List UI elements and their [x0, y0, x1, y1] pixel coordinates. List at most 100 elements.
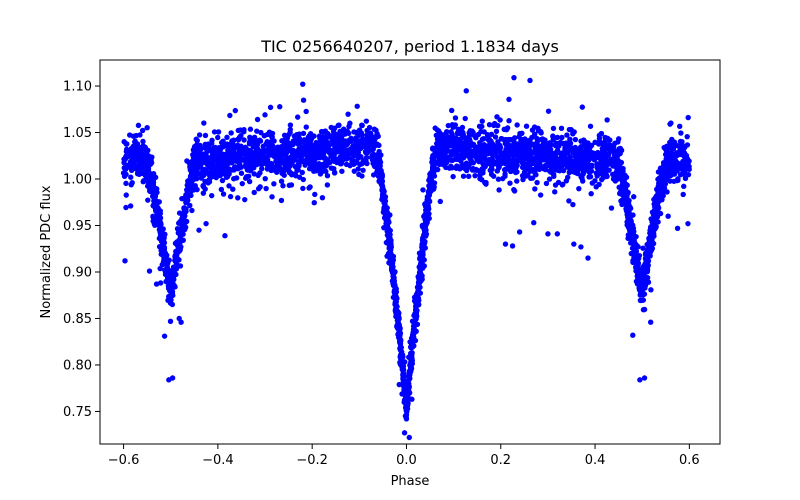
data-point [326, 150, 333, 156]
data-point [488, 163, 495, 170]
data-point [439, 148, 445, 155]
data-point [674, 177, 680, 184]
data-point [550, 125, 557, 132]
data-point [363, 154, 370, 161]
data-point [336, 140, 343, 146]
x-axis-label: Phase [391, 474, 430, 489]
data-point [680, 147, 686, 153]
data-point [218, 186, 225, 193]
data-point [443, 164, 449, 171]
data-point [200, 190, 207, 196]
data-point [469, 167, 476, 173]
data-point [677, 123, 683, 130]
data-point [644, 266, 651, 273]
data-point [209, 167, 216, 174]
data-point [405, 387, 411, 393]
data-point [281, 144, 288, 150]
data-point [671, 151, 678, 158]
data-point [401, 387, 407, 393]
data-point [346, 137, 352, 144]
data-point [403, 412, 410, 418]
data-point [241, 129, 247, 135]
data-point [391, 287, 398, 294]
data-point [587, 162, 593, 169]
y-tick-label: 1.05 [63, 126, 92, 141]
data-point [532, 186, 538, 192]
data-point [285, 159, 292, 166]
data-point [134, 170, 141, 176]
data-point [552, 166, 558, 173]
data-point [147, 186, 153, 192]
data-point [454, 140, 461, 146]
x-axis-ticks: −0.6 −0.4 −0.2 0.0 0.2 0.4 0.6 [108, 444, 700, 468]
data-point [430, 156, 437, 162]
data-point [307, 131, 314, 137]
data-point [300, 130, 307, 137]
data-point [196, 170, 202, 177]
data-point [242, 175, 249, 181]
data-point [232, 107, 239, 114]
data-point [449, 165, 455, 171]
data-point [571, 145, 578, 151]
data-point [656, 186, 663, 192]
data-point [250, 137, 256, 144]
data-point [486, 147, 492, 154]
data-point [562, 146, 568, 152]
data-point [335, 122, 341, 129]
data-point [649, 209, 656, 215]
data-point [226, 183, 232, 189]
data-point [668, 145, 674, 151]
data-point [480, 170, 486, 176]
data-point [167, 296, 173, 303]
data-point [122, 166, 129, 172]
data-point [222, 233, 228, 239]
data-point [463, 88, 469, 94]
data-point [257, 138, 264, 144]
data-point [672, 141, 678, 147]
data-point [680, 191, 686, 198]
data-point [414, 291, 421, 297]
data-point [144, 125, 150, 131]
data-point [134, 141, 141, 147]
data-point [533, 172, 539, 178]
data-point [566, 198, 572, 204]
data-point [393, 298, 399, 305]
data-point [286, 144, 293, 150]
data-point [242, 196, 248, 203]
data-point [241, 137, 247, 143]
data-point [187, 187, 194, 193]
data-point [153, 281, 160, 287]
data-point [295, 161, 302, 167]
data-point [153, 219, 160, 225]
data-point [331, 170, 338, 176]
data-point [586, 168, 592, 174]
data-point [181, 207, 188, 214]
data-point [327, 134, 334, 140]
data-point [201, 120, 207, 126]
data-point [414, 284, 421, 290]
data-point [516, 229, 523, 235]
data-point [202, 132, 209, 139]
data-point [161, 333, 168, 339]
data-point [672, 157, 679, 164]
data-point [408, 364, 414, 370]
data-point [303, 124, 309, 130]
data-point [333, 144, 340, 150]
data-point [256, 159, 263, 166]
data-point [486, 156, 493, 163]
data-point [215, 129, 222, 135]
data-point [527, 77, 533, 84]
data-point [606, 158, 612, 165]
data-point [421, 240, 428, 247]
data-point [169, 375, 176, 381]
data-point [395, 319, 401, 326]
data-point [603, 173, 609, 180]
data-point [312, 191, 318, 198]
data-point [679, 151, 685, 157]
data-point [576, 185, 582, 192]
data-point [135, 122, 142, 129]
data-point [326, 143, 332, 149]
data-point [233, 175, 240, 181]
data-point [511, 138, 517, 144]
data-point [322, 146, 328, 152]
